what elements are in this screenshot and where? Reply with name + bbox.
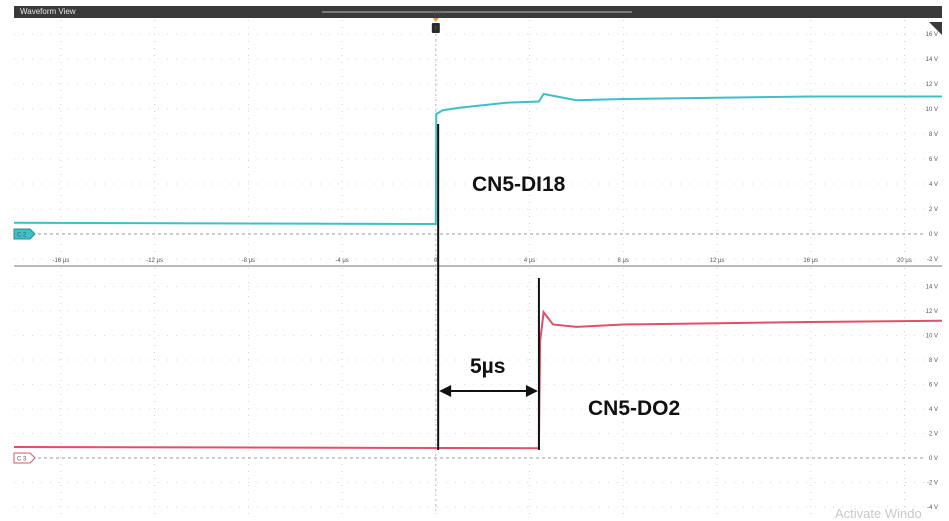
- y-tick-label: 2 V: [929, 207, 938, 213]
- x-tick-label: -8 µs: [242, 258, 255, 264]
- y-tick-label: 16 V: [926, 32, 938, 38]
- y-tick-label: -2 V: [927, 481, 938, 487]
- y-tick-label: 4 V: [929, 182, 938, 188]
- trigger-marker-label: T: [434, 27, 438, 33]
- trigger-position-label: [ 0 ]: [434, 11, 444, 17]
- y-tick-label: 6 V: [929, 383, 938, 389]
- measurement-arrow-right-icon: [525, 385, 538, 397]
- window-title: Waveform View: [20, 7, 76, 16]
- y-tick-label: -4 V: [927, 505, 938, 511]
- x-tick-label: 8 µs: [618, 258, 629, 264]
- y-tick-label: 6 V: [929, 157, 938, 163]
- ch2-trace: [13, 92, 942, 226]
- channel-label: C 2: [17, 233, 27, 239]
- corner-handle-icon: [929, 22, 942, 35]
- y-tick-label: 4 V: [929, 407, 938, 413]
- ch3-badge: [13, 452, 36, 464]
- ch2-annotation: CN5-DI18: [472, 173, 566, 196]
- y-tick-label: 12 V: [926, 309, 938, 315]
- y-tick-label: 14 V: [926, 57, 938, 63]
- ch3-annotation: CN5-DO2: [588, 397, 680, 420]
- x-tick-label: 20 µs: [897, 258, 912, 264]
- x-tick-label: -16 µs: [52, 258, 69, 264]
- y-tick-label: 2 V: [929, 432, 938, 438]
- grid: [14, 20, 942, 514]
- x-tick-label: -12 µs: [146, 258, 163, 264]
- y-tick-label: 8 V: [929, 132, 938, 138]
- y-tick-label: 10 V: [926, 334, 938, 340]
- labels: -2 V 0 V 2 V 4 V 6 V 8 V 10 V 12 V 14 V 16 V C 2 -4…: [13, 11, 942, 511]
- x-tick-label: 12 µs: [710, 258, 725, 264]
- y-tick-label: 12 V: [926, 82, 938, 88]
- x-tick-label: 0: [434, 258, 438, 264]
- measurement-label: 5µs: [470, 355, 505, 378]
- watermark-text: Activate Windo: [835, 506, 922, 521]
- y-tick-label: 14 V: [926, 285, 938, 291]
- y-tick-label: -2 V: [927, 257, 938, 263]
- ch2-badge: [13, 228, 36, 240]
- trigger-arrow-icon: [432, 18, 439, 22]
- measurement-arrow-left-icon: [439, 385, 452, 397]
- x-tick-label: 16 µs: [803, 258, 818, 264]
- ch3-trace: [13, 309, 943, 450]
- channel-label: C 3: [17, 457, 27, 463]
- y-tick-label: 8 V: [929, 358, 938, 364]
- x-tick-label: 4 µs: [524, 258, 535, 264]
- y-tick-label: 10 V: [926, 107, 938, 113]
- y-tick-label: 0 V: [929, 456, 938, 462]
- y-tick-label: 0 V: [929, 232, 938, 238]
- marks: [13, 92, 943, 450]
- trigger-marker: [431, 23, 440, 33]
- x-tick-label: -4 µs: [335, 258, 348, 264]
